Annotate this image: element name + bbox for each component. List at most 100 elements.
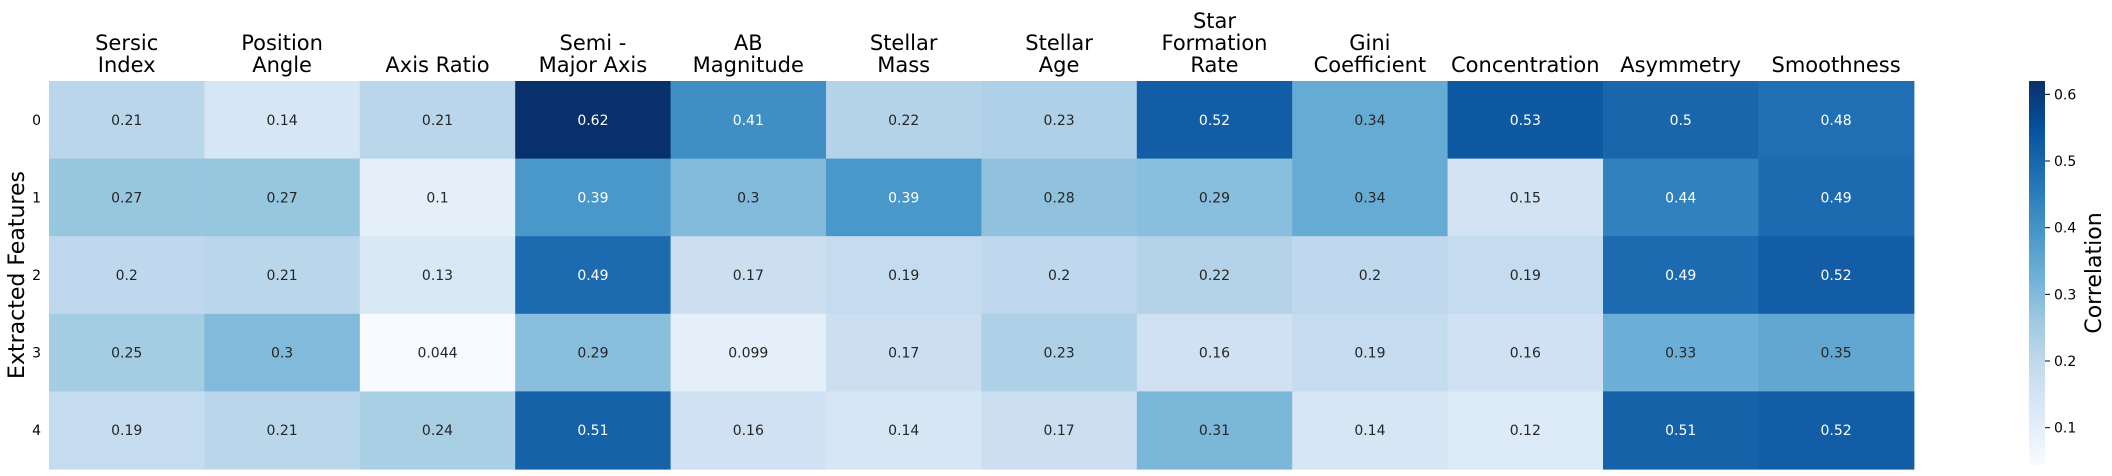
cell-value-label: 0.21	[111, 113, 142, 129]
cell-value-label: 0.49	[577, 268, 608, 284]
cell-value-label: 0.2	[1048, 268, 1070, 284]
heatmap-cell	[1758, 158, 1915, 237]
heatmap-cell	[1603, 391, 1759, 470]
heatmap-cells	[49, 81, 1915, 470]
heatmap-cell	[1758, 81, 1915, 160]
heatmap-cell	[1292, 158, 1449, 237]
heatmap-cell	[49, 313, 205, 392]
colorbar-tick-label: 0.4	[2054, 221, 2076, 237]
heatmap-cell	[981, 81, 1138, 160]
colorbar-tick-label: 0.1	[2054, 421, 2076, 437]
heatmap-cell	[515, 81, 672, 160]
heatmap-cell	[1603, 158, 1759, 237]
cell-value-label: 0.34	[1354, 190, 1385, 206]
heatmap-cell	[1136, 81, 1293, 160]
cell-value-label: 0.24	[422, 423, 453, 439]
heatmap-cell	[359, 158, 516, 237]
column-label: Asymmetry	[1620, 53, 1741, 77]
column-label: Semi -Major Axis	[539, 31, 648, 77]
heatmap-cell	[670, 236, 827, 315]
heatmap-cell	[515, 391, 672, 470]
cell-value-label: 0.23	[1044, 346, 1075, 362]
cell-value-label: 0.1	[426, 190, 448, 206]
cell-value-label: 0.3	[737, 190, 759, 206]
column-label: Smoothness	[1772, 53, 1901, 77]
heatmap-cell	[1603, 236, 1759, 315]
heatmap-cell	[826, 81, 982, 160]
cell-value-label: 0.21	[267, 268, 298, 284]
cell-value-label: 0.62	[577, 113, 608, 129]
cell-value-label: 0.51	[1665, 423, 1696, 439]
heatmap-cell	[670, 81, 827, 160]
cell-value-label: 0.31	[1199, 423, 1230, 439]
cell-value-label: 0.29	[1199, 190, 1230, 206]
column-label: Stellar Age	[1025, 31, 1093, 77]
cell-value-label: 0.48	[1821, 113, 1852, 129]
cell-value-label: 0.3	[271, 346, 293, 362]
colorbar-tick-label: 0.2	[2054, 354, 2076, 370]
heatmap-cell	[1447, 391, 1604, 470]
heatmap-cell	[515, 313, 672, 392]
cell-value-label: 0.39	[577, 190, 608, 206]
heatmap-cell	[981, 313, 1138, 392]
column-label: AB Magnitude	[693, 31, 804, 77]
cell-value-label: 0.27	[111, 190, 142, 206]
heatmap-cell	[1292, 391, 1449, 470]
cell-value-label: 0.49	[1821, 190, 1852, 206]
cell-value-label: 0.5	[1670, 113, 1692, 129]
column-label: Concentration	[1451, 53, 1600, 77]
colorbar-tick-label: 0.6	[2054, 87, 2076, 103]
heatmap-cell	[204, 158, 361, 237]
cell-value-label: 0.19	[1510, 268, 1541, 284]
cell-value-label: 0.14	[267, 113, 298, 129]
heatmap-cell-labels: 0.21 0.14 0.21 0.62 0.41 0.22 0.23 0.52 0.34 0.53…	[111, 113, 1852, 439]
cell-value-label: 0.33	[1665, 346, 1696, 362]
column-labels: Sersic Index Position Angle Axis Ratio Semi -…	[95, 9, 1901, 77]
cell-value-label: 0.2	[116, 268, 138, 284]
heatmap-cell	[515, 158, 672, 237]
cell-value-label: 0.41	[733, 113, 764, 129]
heatmap-cell	[1603, 81, 1759, 160]
column-label: Gini Coefficient	[1314, 31, 1427, 77]
heatmap-cell	[204, 391, 361, 470]
heatmap-cell	[670, 158, 827, 237]
row-labels: 0 1 2 3 4	[32, 113, 41, 439]
cell-value-label: 0.52	[1821, 423, 1852, 439]
cell-value-label: 0.28	[1044, 190, 1075, 206]
y-axis-title: Extracted Features	[5, 171, 30, 379]
heatmap-cell	[515, 236, 672, 315]
row-label: 3	[32, 346, 41, 362]
heatmap-cell	[826, 391, 982, 470]
cell-value-label: 0.25	[111, 346, 142, 362]
heatmap-cell	[359, 391, 516, 470]
heatmap-cell	[204, 313, 361, 392]
cell-value-label: 0.14	[888, 423, 919, 439]
cell-value-label: 0.19	[1354, 346, 1385, 362]
column-label: Stellar Mass	[870, 31, 938, 77]
colorbar-tick-label: 0.5	[2054, 154, 2076, 170]
colorbar-ticks: 0.1 0.2 0.3 0.4 0.5 0.6	[2045, 87, 2076, 437]
cell-value-label: 0.49	[1665, 268, 1696, 284]
heatmap-cell	[1447, 158, 1604, 237]
cell-value-label: 0.52	[1821, 268, 1852, 284]
cell-value-label: 0.17	[733, 268, 764, 284]
heatmap-cell	[1136, 391, 1293, 470]
cell-value-label: 0.17	[888, 346, 919, 362]
heatmap-cell	[1758, 236, 1915, 315]
heatmap-cell	[204, 81, 361, 160]
cell-value-label: 0.35	[1821, 346, 1852, 362]
heatmap-cell	[204, 236, 361, 315]
cell-value-label: 0.19	[111, 423, 142, 439]
colorbar: 0.1 0.2 0.3 0.4 0.5 0.6 Correlation	[2029, 81, 2107, 465]
cell-value-label: 0.12	[1510, 423, 1541, 439]
cell-value-label: 0.21	[267, 423, 298, 439]
heatmap-cell	[359, 81, 516, 160]
cell-value-label: 0.099	[728, 346, 768, 362]
heatmap-cell	[981, 236, 1138, 315]
heatmap-cell	[359, 313, 516, 392]
heatmap-cell	[1447, 81, 1604, 160]
cell-value-label: 0.22	[888, 113, 919, 129]
heatmap-cell	[1292, 236, 1449, 315]
cell-value-label: 0.14	[1354, 423, 1385, 439]
